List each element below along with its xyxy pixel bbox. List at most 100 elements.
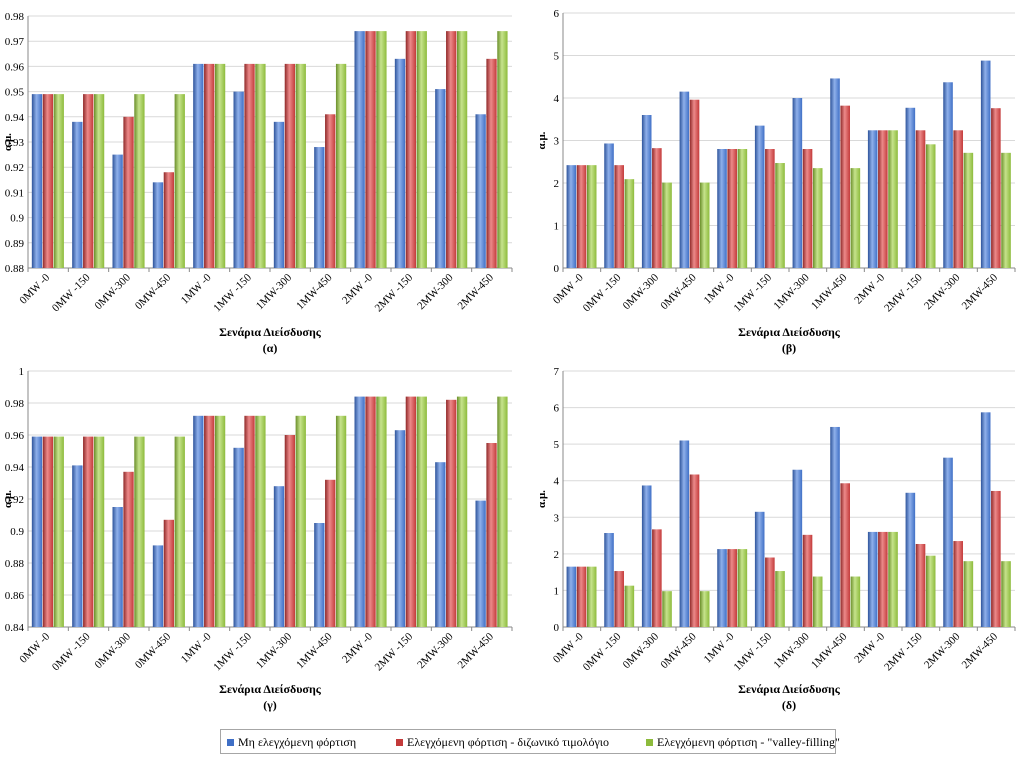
x-tick-label: 1MW -150 bbox=[211, 271, 254, 314]
bar-two-zone bbox=[405, 31, 417, 269]
bar-uncontrolled bbox=[435, 89, 446, 268]
x-tick-label: 2MW-300 bbox=[922, 630, 963, 671]
bar-valley-filling bbox=[497, 31, 508, 269]
bar-two-zone bbox=[325, 479, 336, 627]
bar-two-zone bbox=[991, 490, 1001, 627]
bar-uncontrolled bbox=[980, 412, 991, 627]
bar-two-zone bbox=[614, 165, 624, 268]
bar-uncontrolled bbox=[679, 91, 690, 268]
x-axis-label: Σενάρια Διείσδυσης bbox=[219, 682, 322, 696]
y-tick-label: 4 bbox=[554, 476, 560, 488]
y-tick-label: 3 bbox=[554, 136, 560, 148]
bar-valley-filling bbox=[214, 63, 226, 268]
y-axis-label: α.μ. bbox=[536, 131, 548, 149]
x-tick-label: 2MW -0 bbox=[340, 630, 375, 665]
bar-valley-filling bbox=[662, 182, 672, 268]
bar-valley-filling bbox=[335, 415, 347, 627]
x-tick-label: 0MW -0 bbox=[17, 271, 52, 306]
x-tick-label: 1MW-300 bbox=[771, 630, 812, 671]
bar-valley-filling bbox=[775, 163, 785, 268]
x-tick-label: 0MW -150 bbox=[581, 271, 624, 314]
bar-valley-filling bbox=[93, 436, 105, 627]
bar-uncontrolled bbox=[717, 549, 727, 627]
x-tick-label: 1MW -0 bbox=[179, 630, 214, 665]
bar-uncontrolled bbox=[604, 533, 614, 627]
panel-label: (δ) bbox=[782, 698, 796, 712]
y-tick-label: 0.84 bbox=[5, 622, 25, 634]
bar-uncontrolled bbox=[792, 469, 803, 627]
panel-label: (α) bbox=[263, 341, 278, 355]
bar-valley-filling bbox=[812, 168, 823, 268]
y-tick-label: 0.95 bbox=[5, 87, 25, 99]
x-tick-label: 0MW-450 bbox=[133, 271, 174, 312]
bar-two-zone bbox=[840, 483, 850, 627]
bar-two-zone bbox=[284, 435, 296, 627]
legend-swatch-uncontrolled bbox=[227, 738, 234, 746]
x-tick-label: 0MW -150 bbox=[50, 630, 93, 673]
y-tick-label: 0.9 bbox=[10, 526, 24, 538]
bar-uncontrolled bbox=[679, 440, 690, 627]
bar-uncontrolled bbox=[112, 154, 123, 268]
bar-valley-filling bbox=[295, 63, 306, 268]
bar-valley-filling bbox=[255, 415, 266, 627]
y-axis-label: α.μ. bbox=[2, 490, 14, 508]
y-tick-label: 0.88 bbox=[5, 558, 25, 570]
bar-two-zone bbox=[878, 531, 888, 627]
bar-valley-filling bbox=[699, 591, 710, 627]
bar-valley-filling bbox=[850, 576, 861, 627]
x-tick-label: 0MW -150 bbox=[50, 271, 93, 314]
bar-valley-filling bbox=[214, 415, 226, 627]
y-tick-label: 1 bbox=[554, 585, 560, 597]
bar-uncontrolled bbox=[112, 507, 123, 627]
bar-uncontrolled bbox=[233, 447, 244, 627]
chart-panel-1: 0.88 0.89 0.9 0.91 0.92 0.93 0.94 0.95 0.96 0.97 0… bbox=[2, 11, 513, 355]
y-axis-label: α.μ. bbox=[536, 490, 548, 508]
bar-two-zone bbox=[163, 172, 175, 268]
x-axis-label: Σενάρια Διείσδυσης bbox=[738, 682, 841, 696]
bar-uncontrolled bbox=[754, 511, 765, 627]
bar-uncontrolled bbox=[867, 531, 878, 627]
bar-valley-filling bbox=[134, 436, 145, 627]
bar-two-zone bbox=[689, 99, 700, 268]
bar-valley-filling bbox=[376, 396, 387, 627]
x-tick-label: 2MW-300 bbox=[922, 271, 963, 312]
bar-valley-filling bbox=[925, 555, 936, 627]
bar-valley-filling bbox=[586, 566, 597, 627]
bar-valley-filling bbox=[174, 94, 185, 269]
y-tick-label: 7 bbox=[554, 366, 560, 378]
bar-uncontrolled bbox=[193, 415, 204, 627]
y-tick-label: 0.98 bbox=[5, 398, 25, 410]
bar-two-zone bbox=[163, 519, 175, 627]
legend-item-valley-filling: Ελεγχόμενη φόρτιση - "valley-filling" bbox=[646, 735, 840, 750]
x-tick-label: 0MW-300 bbox=[621, 271, 662, 312]
y-tick-label: 0 bbox=[554, 622, 560, 634]
bar-uncontrolled bbox=[717, 149, 727, 268]
y-tick-label: 6 bbox=[554, 8, 560, 20]
bar-two-zone bbox=[405, 396, 417, 627]
bar-uncontrolled bbox=[314, 147, 325, 268]
bar-valley-filling bbox=[93, 94, 105, 269]
bar-uncontrolled bbox=[566, 566, 577, 627]
bar-two-zone bbox=[446, 31, 457, 269]
bar-uncontrolled bbox=[31, 94, 43, 269]
x-tick-label: 1MW-300 bbox=[254, 630, 295, 671]
bar-uncontrolled bbox=[867, 130, 878, 268]
bar-uncontrolled bbox=[314, 523, 325, 627]
bar-two-zone bbox=[727, 549, 737, 627]
x-tick-label: 1MW-450 bbox=[294, 271, 335, 312]
y-tick-label: 0.89 bbox=[5, 238, 25, 250]
bar-valley-filling bbox=[888, 531, 898, 627]
legend-item-two-zone: Ελεγχόμενη φόρτιση - διζωνικό τιμολόγιο bbox=[396, 735, 609, 750]
bar-uncontrolled bbox=[475, 500, 486, 627]
x-tick-label: 1MW-450 bbox=[809, 630, 850, 671]
bar-uncontrolled bbox=[31, 436, 43, 627]
bar-two-zone bbox=[953, 130, 963, 268]
bar-uncontrolled bbox=[72, 121, 83, 268]
x-tick-label: 1MW -0 bbox=[702, 271, 737, 306]
bar-two-zone bbox=[365, 396, 376, 627]
y-tick-label: 0.86 bbox=[5, 590, 25, 602]
panel-label: (γ) bbox=[263, 698, 277, 712]
bar-uncontrolled bbox=[905, 107, 916, 269]
bar-valley-filling bbox=[775, 571, 785, 627]
bar-valley-filling bbox=[737, 549, 748, 627]
